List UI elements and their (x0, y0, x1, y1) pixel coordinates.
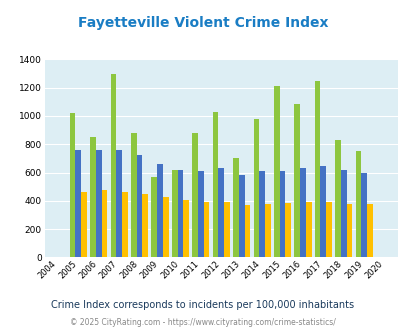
Bar (218, 168, 224, 257)
Bar (264, 204, 270, 257)
Bar (314, 81, 320, 257)
Bar (346, 204, 352, 257)
Text: Fayetteville Violent Crime Index: Fayetteville Violent Crime Index (78, 16, 327, 30)
Text: © 2025 CityRating.com - https://www.cityrating.com/crime-statistics/: © 2025 CityRating.com - https://www.city… (70, 318, 335, 327)
Bar (157, 164, 162, 257)
Bar (70, 113, 75, 257)
Bar (305, 202, 311, 257)
Bar (232, 158, 238, 257)
Bar (238, 175, 244, 257)
Bar (279, 171, 285, 257)
Bar (183, 200, 189, 257)
Bar (335, 140, 340, 257)
Bar (96, 150, 101, 257)
Bar (325, 202, 331, 257)
Bar (320, 166, 325, 257)
Bar (131, 133, 136, 257)
Bar (294, 104, 299, 257)
Bar (273, 85, 279, 257)
Bar (122, 192, 128, 257)
Bar (253, 119, 259, 257)
Bar (81, 192, 87, 257)
Bar (360, 173, 366, 257)
Bar (355, 151, 360, 257)
Bar (366, 204, 372, 257)
Bar (110, 74, 116, 257)
Bar (151, 177, 157, 257)
Bar (75, 150, 81, 257)
Bar (285, 203, 290, 257)
Bar (244, 205, 249, 257)
Bar (299, 168, 305, 257)
Bar (340, 170, 346, 257)
Bar (212, 112, 218, 257)
Bar (142, 194, 148, 257)
Bar (177, 170, 183, 257)
Bar (101, 190, 107, 257)
Bar (116, 150, 122, 257)
Bar (171, 170, 177, 257)
Bar (259, 171, 264, 257)
Bar (162, 197, 168, 257)
Bar (224, 202, 229, 257)
Bar (198, 171, 203, 257)
Bar (90, 137, 96, 257)
Bar (192, 133, 198, 257)
Bar (136, 155, 142, 257)
Text: Crime Index corresponds to incidents per 100,000 inhabitants: Crime Index corresponds to incidents per… (51, 300, 354, 310)
Bar (203, 202, 209, 257)
